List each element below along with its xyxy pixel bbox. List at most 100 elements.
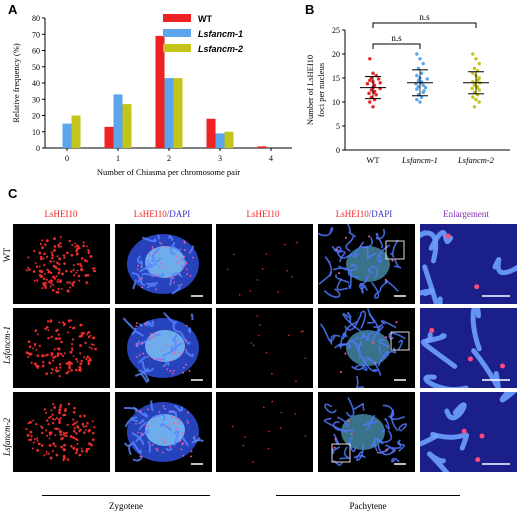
foci-dot xyxy=(164,344,167,346)
foci-dot xyxy=(63,256,66,259)
foci-dot xyxy=(46,268,49,272)
foci-dot xyxy=(33,249,36,253)
foci-dot xyxy=(57,369,60,372)
chromatin-strand xyxy=(131,330,145,338)
x-tick-label: 3 xyxy=(218,154,222,163)
foci-dot xyxy=(27,340,31,344)
foci-dot xyxy=(347,419,350,422)
foci-dot xyxy=(176,340,179,343)
foci-dot xyxy=(58,430,62,434)
foci-dot xyxy=(180,264,183,266)
y-tick-label: 0 xyxy=(336,146,340,155)
foci-dot xyxy=(88,429,91,432)
point-1-2 xyxy=(421,61,425,66)
foci-dot xyxy=(49,279,53,283)
chromatin-strand xyxy=(184,350,194,358)
foci-dot xyxy=(70,343,74,346)
foci-dot xyxy=(141,434,144,436)
chromatin-strand xyxy=(134,367,149,377)
foci-dot xyxy=(58,421,61,424)
col-header-2-red: LsHEI10 xyxy=(133,209,167,219)
foci-dot xyxy=(179,353,182,356)
foci-dot xyxy=(91,420,94,423)
chromatin-strand xyxy=(355,375,364,388)
foci-dot xyxy=(91,431,95,435)
foci-dot xyxy=(80,266,83,269)
foci-dot xyxy=(52,264,56,268)
panel-label-b: B xyxy=(305,2,315,17)
foci-dot xyxy=(385,448,388,451)
foci-dot xyxy=(76,438,79,441)
micrograph-r3-c2 xyxy=(115,392,212,472)
foci-dot xyxy=(169,370,172,372)
foci-dot xyxy=(69,361,73,365)
foci-dot xyxy=(54,434,57,437)
foci-dot xyxy=(83,414,86,418)
foci-dot xyxy=(77,246,81,250)
point-1-13 xyxy=(416,84,421,89)
chromatin-strand xyxy=(131,441,142,454)
foci-dot xyxy=(429,327,435,333)
point-2-17 xyxy=(477,88,481,92)
foci-dot xyxy=(49,456,53,460)
foci-dot xyxy=(151,246,154,248)
foci-dot xyxy=(178,409,181,412)
chromatin-strand xyxy=(141,272,151,277)
foci-dot xyxy=(58,409,61,412)
chromatin-strand xyxy=(499,392,517,403)
bar-lsfancm-1-2 xyxy=(164,78,174,148)
dapi-core xyxy=(346,330,390,366)
micrograph-r3-c4 xyxy=(318,392,415,472)
foci-dot xyxy=(335,248,338,251)
foci-dot xyxy=(61,436,64,440)
foci-dot xyxy=(59,416,62,419)
foci-dot xyxy=(55,369,59,373)
chromatin-strand xyxy=(347,269,359,278)
foci-dot xyxy=(45,411,48,414)
point-2-21 xyxy=(474,97,478,102)
foci-dot xyxy=(45,278,48,281)
foci-dot xyxy=(61,272,64,276)
pachytene-line xyxy=(276,495,460,496)
foci-dot xyxy=(56,261,59,264)
point-1-3 xyxy=(416,66,421,71)
sig-label-1: n.s xyxy=(391,33,402,43)
y-tick-label: 25 xyxy=(332,26,340,35)
foci-dot xyxy=(158,411,161,413)
foci-dot xyxy=(49,433,52,436)
bar-wt-1 xyxy=(104,126,114,148)
micrograph-r1-c4 xyxy=(318,224,415,304)
foci-dot xyxy=(188,370,191,372)
foci-dot xyxy=(58,410,61,413)
chromatin-strand xyxy=(318,227,334,237)
foci-dot xyxy=(162,365,165,367)
foci-dot xyxy=(80,264,83,267)
point-2-22 xyxy=(477,100,481,104)
chromatin-strand xyxy=(377,351,390,367)
y-tick-label: 60 xyxy=(32,47,40,56)
foci-dot xyxy=(91,438,95,442)
foci-dot xyxy=(69,435,73,438)
chromatin-strand xyxy=(371,323,383,342)
point-2-5 xyxy=(471,71,475,75)
chromatin-strand xyxy=(173,430,180,447)
chromatin-strand xyxy=(171,284,181,295)
foci-dot xyxy=(84,274,88,277)
point-2-9 xyxy=(475,78,480,83)
foci-dot xyxy=(86,355,90,359)
foci-dot xyxy=(500,363,506,369)
foci-dot xyxy=(156,358,159,361)
foci-dot xyxy=(63,456,66,460)
foci-dot xyxy=(33,362,37,366)
foci-dot xyxy=(162,451,164,454)
foci-dot xyxy=(155,252,157,254)
point-1-21 xyxy=(418,100,422,104)
micrograph-r1-c5 xyxy=(420,224,517,304)
foci-dot xyxy=(42,282,45,285)
foci-dot xyxy=(135,325,138,328)
foci-dot xyxy=(271,400,274,403)
foci-dot xyxy=(43,454,46,457)
foci-dot xyxy=(162,266,165,269)
chiasma-frequency-bar-chart: 0 10 20 30 40 50 60 70 80 0 1 2 3 4 Number of Chiasma … xyxy=(11,14,292,177)
chromatin-strand xyxy=(138,421,148,431)
